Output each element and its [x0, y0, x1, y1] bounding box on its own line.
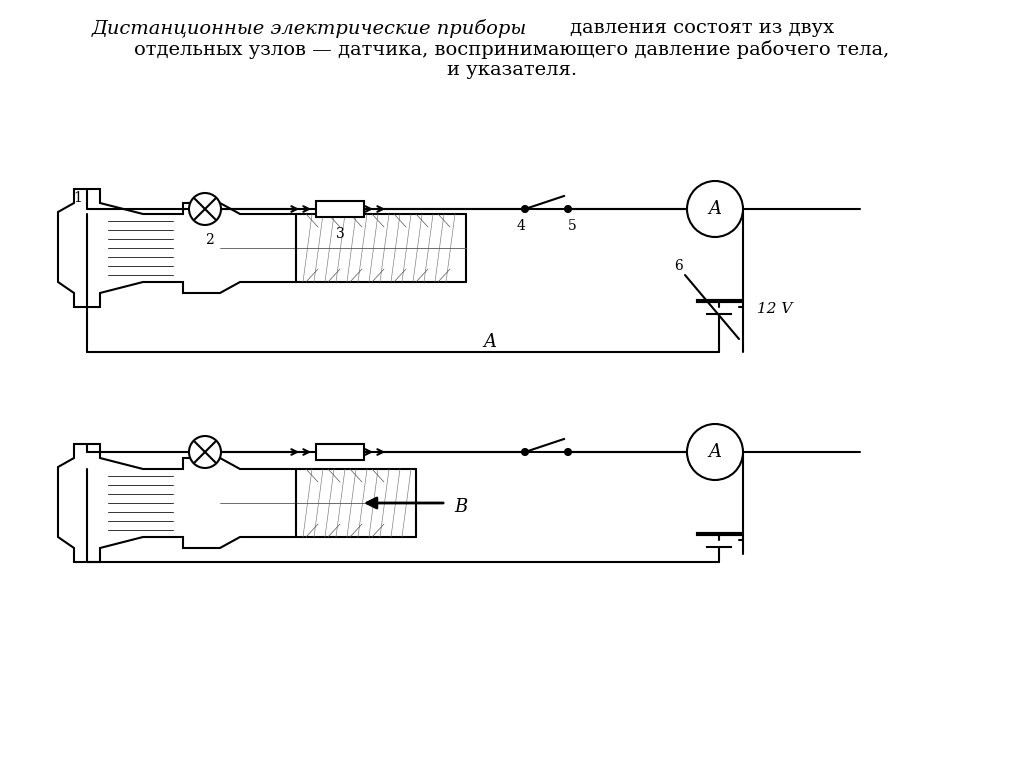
Text: 12 V: 12 V — [757, 302, 793, 316]
Bar — [316, 201, 364, 217]
Circle shape — [687, 424, 743, 480]
Circle shape — [687, 181, 743, 237]
Circle shape — [522, 206, 528, 212]
Circle shape — [189, 436, 221, 468]
Text: 3: 3 — [336, 227, 344, 241]
Circle shape — [565, 206, 571, 212]
Circle shape — [189, 193, 221, 225]
Text: B: B — [454, 498, 467, 516]
Circle shape — [522, 449, 528, 455]
Text: 2: 2 — [205, 233, 213, 247]
Text: давления состоят из двух: давления состоят из двух — [570, 19, 835, 37]
Text: 6: 6 — [674, 259, 683, 273]
Text: 4: 4 — [516, 219, 525, 233]
Text: и указателя.: и указателя. — [446, 61, 578, 79]
Text: отдельных узлов — датчика, воспринимающего давление рабочего тела,: отдельных узлов — датчика, воспринимающе… — [134, 40, 890, 59]
Text: 1: 1 — [73, 191, 82, 205]
Circle shape — [565, 449, 571, 455]
Text: 5: 5 — [567, 219, 577, 233]
Text: A: A — [709, 443, 722, 461]
Text: Дистанционные электрические приборы: Дистанционные электрические приборы — [92, 19, 527, 38]
Bar — [316, 444, 364, 460]
Text: A: A — [483, 333, 497, 351]
Text: A: A — [709, 200, 722, 218]
